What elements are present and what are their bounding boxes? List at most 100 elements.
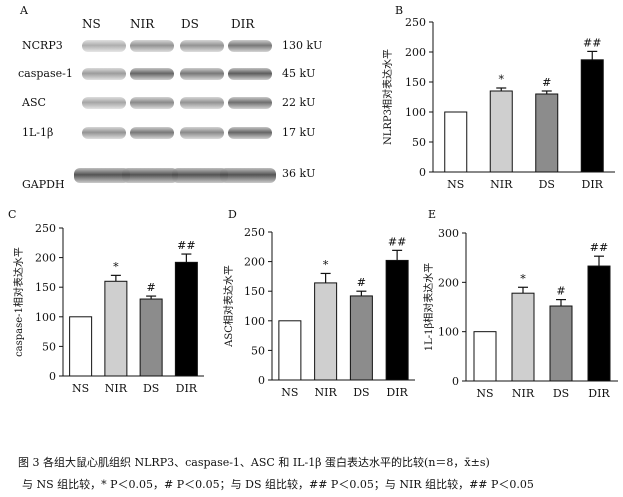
blot-row-label: caspase-1 <box>18 67 73 80</box>
x-tick-label: DS <box>143 382 159 395</box>
blot-band <box>74 168 130 183</box>
y-tick-label: 150 <box>405 76 426 89</box>
blot-band <box>130 127 174 139</box>
blot-band <box>180 127 224 139</box>
x-tick-label: NIR <box>314 386 337 399</box>
bar <box>139 298 163 377</box>
panel-label-a: A <box>20 4 28 17</box>
bar <box>535 93 559 173</box>
blot-band <box>180 97 224 109</box>
significance-mark: # <box>147 281 156 294</box>
bar <box>174 261 198 377</box>
blot-band <box>82 68 126 80</box>
blot-column-label: DS <box>181 17 199 31</box>
y-tick-label: 200 <box>438 276 459 289</box>
x-tick-label: NS <box>281 386 298 399</box>
bar <box>349 295 373 381</box>
bar <box>385 259 409 381</box>
bar <box>69 316 93 377</box>
significance-mark: ## <box>583 36 601 49</box>
bar-chart-nlrp3: B 0 50 100 150 200 250 NLRP3相对表达水平 NS * NIR # DS ## DI… <box>381 4 615 191</box>
x-tick-label: DIR <box>386 386 408 399</box>
blot-band <box>172 168 228 183</box>
x-tick-label: DIR <box>582 178 604 191</box>
bar <box>314 282 338 381</box>
blot-column-label: NIR <box>130 17 155 31</box>
x-tick-label: NIR <box>512 387 535 400</box>
blot-column-label: NS <box>82 17 101 31</box>
blot-lane-strip <box>66 93 276 115</box>
x-tick-label: DIR <box>176 382 198 395</box>
bar-chart-asc: D 0 50 100 150 200 250 ASC相对表达水平 NS * NIR # DS ## DIR <box>222 208 415 399</box>
blot-lane-strip <box>66 123 276 145</box>
x-tick-label: DIR <box>588 387 610 400</box>
significance-mark: # <box>542 76 551 89</box>
significance-mark: ## <box>590 241 608 254</box>
x-tick-label: NIR <box>490 178 513 191</box>
blot-band <box>228 68 272 80</box>
bar <box>444 111 468 173</box>
caption-line-2: 与 NS 组比较，* P＜0.05，# P＜0.05；与 DS 组比较，## P… <box>22 478 534 491</box>
x-tick-label: NIR <box>105 382 128 395</box>
bar <box>489 90 513 173</box>
blot-kda-label: 17 kU <box>282 126 316 139</box>
bar-chart-il-1b: E 0 100 200 300 1L-1β相对表达水平 NS * NIR # DS ## DIR <box>422 208 618 400</box>
blot-lane-strip <box>66 64 276 86</box>
figure-caption: 图 3 各组大鼠心肌组织 NLRP3、caspase-1、ASC 和 IL-1β… <box>18 452 618 496</box>
y-axis-label: NLRP3相对表达水平 <box>381 49 394 145</box>
blot-band <box>228 97 272 109</box>
blot-kda-label: 130 kU <box>282 39 323 52</box>
panel-label: C <box>8 208 16 221</box>
blot-band <box>82 97 126 109</box>
significance-mark: ## <box>388 235 406 248</box>
y-tick-label: 250 <box>405 16 426 29</box>
significance-mark: * <box>520 272 526 285</box>
y-tick-label: 100 <box>35 311 56 324</box>
y-tick-label: 0 <box>452 375 459 388</box>
bar <box>587 265 611 382</box>
western-blot-panel: A NS NIR DS DIR NCRP3 130 kU caspase-1 45 k… <box>0 0 340 200</box>
x-tick-label: DS <box>539 178 555 191</box>
x-tick-label: NS <box>447 178 464 191</box>
significance-mark: * <box>113 260 119 273</box>
blot-column-label: DIR <box>231 17 255 31</box>
significance-mark: * <box>323 258 329 271</box>
y-tick-label: 0 <box>49 370 56 383</box>
significance-mark: ## <box>177 239 195 252</box>
y-tick-label: 250 <box>35 222 56 235</box>
x-tick-label: NS <box>476 387 493 400</box>
bar <box>580 59 604 173</box>
y-axis-label: ASC相对表达水平 <box>222 265 235 348</box>
y-tick-label: 100 <box>244 315 265 328</box>
y-tick-label: 100 <box>438 326 459 339</box>
blot-row-label: 1L-1β <box>22 126 54 139</box>
y-tick-label: 0 <box>419 166 426 179</box>
blot-kda-label: 22 kU <box>282 96 316 109</box>
y-tick-label: 300 <box>438 227 459 240</box>
y-axis-label: caspase-1相对表达水平 <box>12 247 25 357</box>
blot-row-label: NCRP3 <box>22 39 63 52</box>
y-tick-label: 150 <box>244 285 265 298</box>
blot-band <box>82 127 126 139</box>
bar <box>104 280 128 377</box>
y-tick-label: 250 <box>244 226 265 239</box>
y-tick-label: 0 <box>258 374 265 387</box>
blot-lane-strip <box>66 164 276 186</box>
panel-label: B <box>395 4 403 17</box>
y-axis-label: 1L-1β相对表达水平 <box>422 263 435 352</box>
blot-band <box>180 40 224 52</box>
blot-band <box>130 97 174 109</box>
y-tick-label: 200 <box>244 256 265 269</box>
y-tick-label: 50 <box>251 344 265 357</box>
x-tick-label: DS <box>353 386 369 399</box>
blot-band <box>220 168 276 183</box>
significance-mark: # <box>556 285 565 298</box>
y-tick-label: 50 <box>412 136 426 149</box>
blot-row-label: ASC <box>22 96 46 109</box>
bar <box>473 331 497 382</box>
bar <box>549 305 573 382</box>
significance-mark: * <box>499 73 505 86</box>
y-tick-label: 200 <box>35 252 56 265</box>
bar-chart-caspase-1: C 0 50 100 150 200 250 caspase-1相对表达水平 NS * NIR # DS… <box>8 208 204 395</box>
panel-label: D <box>228 208 237 221</box>
